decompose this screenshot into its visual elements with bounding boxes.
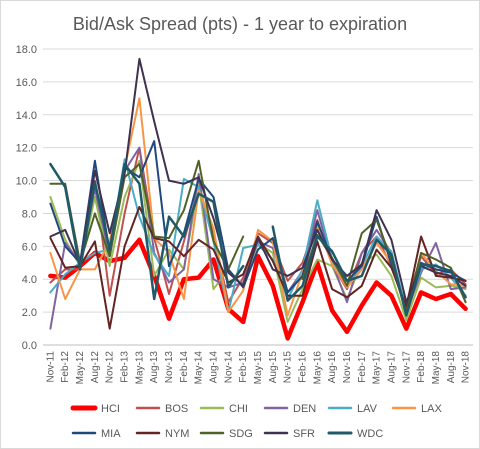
x-tick-label: Nov-15 <box>283 351 294 384</box>
x-tick-label: Aug-15 <box>268 351 279 384</box>
legend-label: CHI <box>229 403 248 415</box>
x-tick-label: Aug-18 <box>446 351 457 384</box>
x-tick-label: May-16 <box>312 351 323 385</box>
x-tick-label: Feb-17 <box>357 351 368 383</box>
x-axis-ticks: Nov-11 Feb-12 May-12 Aug-12 Nov-12 Feb-13 May-… <box>45 351 471 385</box>
x-tick-label: Nov-14 <box>223 351 234 384</box>
chart-title: Bid/Ask Spread (pts) - 1 year to expirat… <box>73 14 407 34</box>
x-tick-label: Aug-12 <box>90 351 101 384</box>
y-tick-label: 2.0 <box>22 307 37 319</box>
x-tick-label: Aug-17 <box>386 351 397 384</box>
x-tick-label: Feb-13 <box>120 351 131 383</box>
x-tick-label: May-15 <box>253 351 264 385</box>
legend-label: SFR <box>293 428 315 440</box>
x-tick-label: May-17 <box>372 351 383 385</box>
series-line-wdc <box>49 162 467 317</box>
legend-label: SDG <box>229 428 253 440</box>
legend: HCI BOS CHI DEN LAV LAX MIA NYM SDG SFR WDC <box>70 403 442 440</box>
x-tick-label: Nov-18 <box>461 351 472 384</box>
legend-label: MIA <box>101 428 121 440</box>
x-tick-label: May-12 <box>75 351 86 385</box>
x-tick-label: Nov-11 <box>45 351 56 383</box>
y-tick-label: 12.0 <box>16 143 37 155</box>
y-axis-ticks: 0.0 2.0 4.0 6.0 8.0 10.0 12.0 14.0 16.0 18.0 <box>16 44 37 352</box>
y-tick-label: 10.0 <box>16 176 37 188</box>
y-tick-label: 4.0 <box>22 274 37 286</box>
x-tick-label: Aug-14 <box>209 351 220 384</box>
legend-label: DEN <box>293 403 316 415</box>
x-tick-label: Feb-12 <box>60 351 71 383</box>
x-tick-label: Feb-16 <box>297 351 308 383</box>
x-tick-label: Feb-18 <box>416 351 427 383</box>
y-tick-label: 16.0 <box>16 77 37 89</box>
legend-label: BOS <box>165 403 188 415</box>
legend-label: WDC <box>357 428 383 440</box>
x-tick-label: May-14 <box>194 351 205 385</box>
legend-label: HCI <box>101 403 120 415</box>
x-tick-label: Aug-13 <box>149 351 160 384</box>
x-tick-label: May-18 <box>431 351 442 385</box>
x-tick-label: Nov-17 <box>401 351 412 384</box>
x-tick-label: Nov-16 <box>342 351 353 384</box>
y-tick-label: 0.0 <box>22 340 37 352</box>
legend-label: LAX <box>421 403 442 415</box>
legend-label: NYM <box>165 428 189 440</box>
y-tick-label: 8.0 <box>22 208 37 220</box>
y-tick-label: 6.0 <box>22 241 37 253</box>
series-line-hci <box>48 237 468 341</box>
series-lines <box>48 57 468 341</box>
x-tick-label: Feb-15 <box>238 351 249 383</box>
y-tick-label: 14.0 <box>16 110 37 122</box>
y-tick-label: 18.0 <box>16 44 37 56</box>
x-tick-label: Nov-13 <box>164 351 175 384</box>
x-tick-label: Aug-16 <box>327 351 338 384</box>
x-tick-label: Nov-12 <box>105 351 116 384</box>
legend-label: LAV <box>357 403 378 415</box>
x-tick-label: May-13 <box>134 351 145 385</box>
series-line-nym <box>49 205 467 330</box>
x-tick-label: Feb-14 <box>179 351 190 383</box>
